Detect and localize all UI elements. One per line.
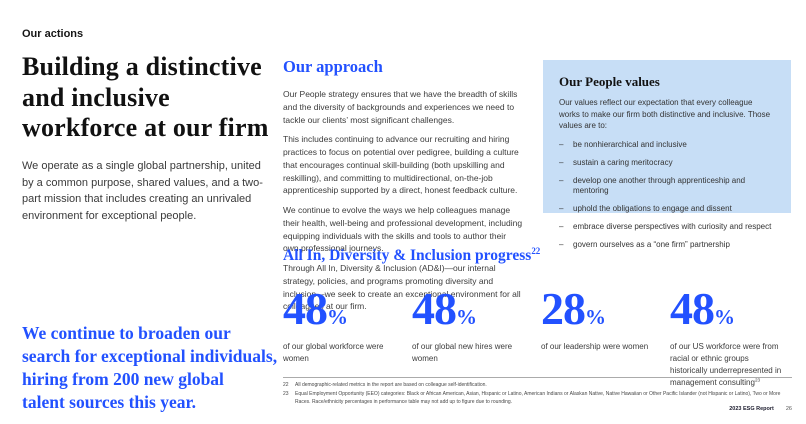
stat-label: of our global new hires were women (412, 341, 513, 363)
list-item: – govern ourselves as a “one firm” partne… (559, 240, 775, 250)
stat-number: 28 (541, 283, 586, 334)
stat-label: of our global workforce were women (283, 341, 384, 363)
list-item: – sustain a caring meritocracy (559, 158, 775, 168)
percent-sign: % (456, 305, 477, 329)
page-number: 26 (785, 406, 792, 412)
footnote-ref: 22 (531, 246, 541, 256)
footnote-23: 23 Equal Employment Opportunity (EEO) ca… (283, 390, 792, 406)
dash-bullet: – (559, 175, 564, 185)
footnotes: 22 All demographic-related metrics in th… (283, 381, 792, 407)
footnote-ref: 23 (754, 376, 761, 382)
list-item-label: govern ourselves as a “one firm” partner… (573, 239, 730, 249)
stat-number: 48 (283, 283, 328, 334)
dash-bullet: – (559, 239, 564, 249)
list-item-label: sustain a caring meritocracy (573, 157, 673, 167)
dash-bullet: – (559, 157, 564, 167)
intro-paragraph: We operate as a single global partnershi… (22, 160, 263, 223)
section-eyebrow: Our actions (22, 28, 84, 40)
approach-paragraph: This includes continuing to advance our … (283, 134, 519, 196)
dash-bullet: – (559, 221, 564, 231)
approach-paragraph: Through All In, Diversity & Inclusion (A… (283, 263, 521, 312)
list-item-label: develop one another through apprenticesh… (573, 175, 746, 195)
approach-paragraph: We continue to evolve the ways we help c… (283, 205, 523, 254)
report-name: 2023 ESG Report (729, 406, 774, 412)
values-box-intro: Our values reflect our expectation that … (559, 98, 771, 131)
progress-heading-text: All In, Diversity & Inclusion progress (283, 247, 532, 265)
stat-value: 48% (412, 283, 541, 335)
footnote-number: 23 (283, 391, 289, 397)
dash-bullet: – (559, 139, 564, 149)
progress-stats-row: 48% of our global workforce were women 4… (283, 283, 795, 389)
percent-sign: % (327, 305, 348, 329)
stat-new-hires: 48% of our global new hires were women (412, 283, 541, 389)
stat-leadership: 28% of our leadership were women (541, 283, 670, 389)
stat-global-workforce: 48% of our global workforce were women (283, 283, 412, 389)
pull-quote: We continue to broaden our search for ex… (22, 323, 278, 413)
list-item: – embrace diverse perspectives with curio… (559, 222, 775, 232)
people-values-box: Our People values Our values reflect our… (543, 60, 791, 249)
stat-value: 48% (283, 283, 412, 335)
progress-heading: All In, Diversity & Inclusion progress22 (283, 246, 540, 265)
values-box-heading: Our People values (559, 74, 660, 89)
footnote-number: 22 (283, 382, 289, 388)
list-item-label: embrace diverse perspectives with curios… (573, 221, 772, 231)
percent-sign: % (714, 305, 735, 329)
footnote-text: All demographic-related metrics in the r… (295, 382, 487, 388)
approach-section: Our approach Our People strategy ensures… (283, 57, 523, 320)
stat-label: of our leadership were women (541, 341, 649, 351)
stat-label: of our US workforce were from racial or … (670, 341, 782, 387)
footer-right: 2023 ESG Report 26 (729, 406, 792, 412)
footer-divider (283, 377, 792, 378)
list-item: – be nonhierarchical and inclusive (559, 140, 775, 150)
footnote-22: 22 All demographic-related metrics in th… (283, 381, 792, 389)
list-item: – uphold the obligations to engage and di… (559, 204, 775, 214)
stat-number: 48 (670, 283, 715, 334)
list-item: – develop one another through apprentices… (559, 176, 775, 197)
approach-heading: Our approach (283, 57, 383, 76)
stat-value: 48% (670, 283, 795, 335)
stat-value: 28% (541, 283, 670, 335)
page-title: Building a distinctive and inclusive wor… (22, 52, 269, 143)
list-item-label: be nonhierarchical and inclusive (573, 139, 687, 149)
dash-bullet: – (559, 203, 564, 213)
approach-paragraph: Our People strategy ensures that we have… (283, 89, 518, 125)
footnote-text: Equal Employment Opportunity (EEO) categ… (295, 391, 781, 405)
stat-us-workforce: 48% of our US workforce were from racial… (670, 283, 795, 389)
stat-number: 48 (412, 283, 457, 334)
list-item-label: uphold the obligations to engage and dis… (573, 203, 732, 213)
percent-sign: % (585, 305, 606, 329)
values-list: – be nonhierarchical and inclusive – susta… (559, 140, 775, 250)
